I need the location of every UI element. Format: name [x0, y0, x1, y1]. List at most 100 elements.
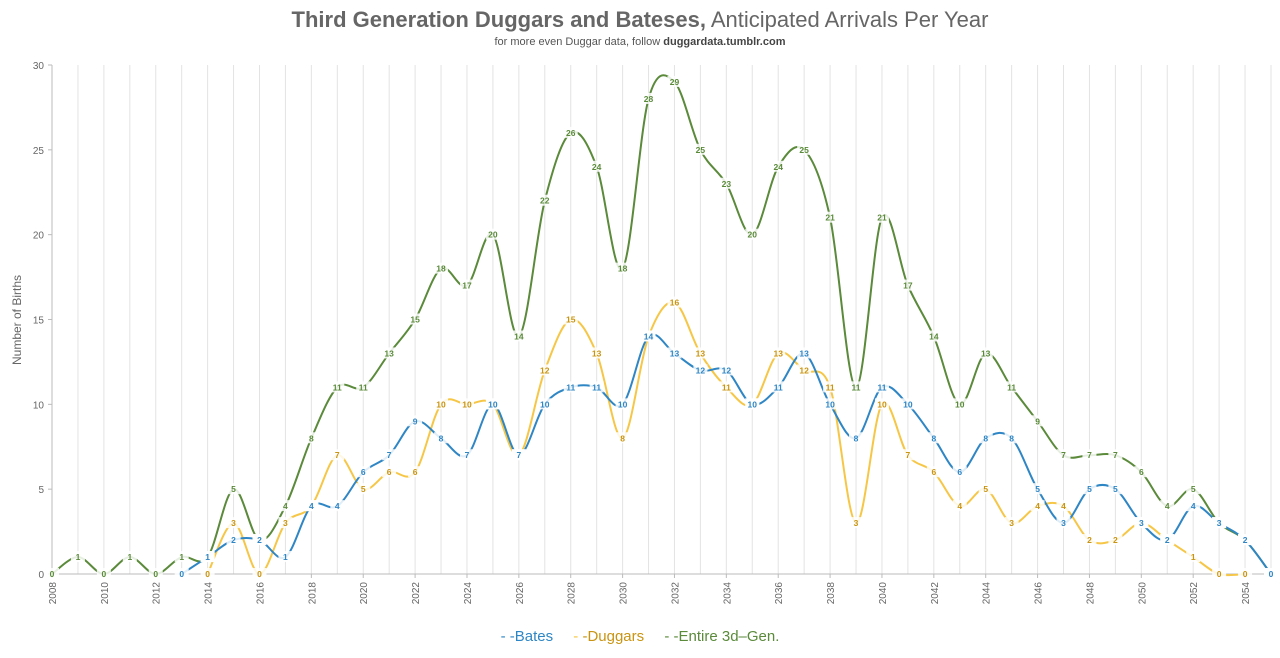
data-label-bg: [304, 500, 319, 512]
x-tick-label: 2042: [930, 582, 941, 605]
data-label-bates: 4: [1191, 501, 1196, 511]
data-label-bg: [485, 398, 500, 410]
legend-item-entire[interactable]: - -Entire 3d–Gen.: [664, 628, 779, 645]
data-label-bg: [641, 92, 656, 104]
data-label-entire: 11: [333, 382, 342, 392]
series-line-entire: [51, 74, 1272, 576]
data-label-bates: 2: [231, 535, 236, 545]
y-tick-label: 20: [33, 231, 45, 242]
data-label-bg: [1004, 432, 1019, 444]
data-label-entire: 5: [231, 484, 236, 494]
data-label-bg: [667, 347, 682, 359]
data-label-bg: [434, 398, 449, 410]
data-label-bates: 4: [335, 501, 340, 511]
data-label-bg: [434, 432, 449, 444]
data-label-duggars: 0: [1243, 569, 1248, 579]
data-label-bg: [797, 143, 812, 155]
data-label-entire: 18: [618, 264, 628, 274]
y-tick-label: 0: [38, 570, 44, 581]
data-label-duggars: 4: [1061, 501, 1066, 511]
series-lines: [51, 74, 1272, 577]
data-label-bg: [771, 381, 786, 393]
x-tick-label: 2022: [411, 582, 422, 605]
legend-item-bates[interactable]: - -Bates: [501, 628, 554, 645]
grid-lines: [51, 65, 1272, 574]
data-label-bates: 8: [439, 433, 444, 443]
data-label-bg: [356, 483, 371, 495]
data-label-bg: [823, 211, 838, 223]
data-label-duggars: 3: [1009, 518, 1014, 528]
data-label-entire: 21: [877, 213, 887, 223]
y-tick-label: 30: [33, 61, 45, 72]
data-label-duggars: 12: [799, 365, 809, 375]
data-label-duggars: 3: [854, 518, 859, 528]
data-label-bates: 13: [670, 348, 680, 358]
data-label-duggars: 2: [1087, 535, 1092, 545]
data-label-bg: [226, 517, 241, 529]
data-label-bates: 12: [722, 365, 732, 375]
x-tick-label: 2028: [567, 582, 578, 605]
x-tick-label: 2054: [1241, 582, 1252, 605]
data-label-bg: [174, 551, 189, 563]
data-label-bg: [978, 347, 993, 359]
data-label-bg: [874, 211, 889, 223]
chart-title-rest: Anticipated Arrivals Per Year: [705, 7, 989, 32]
data-label-bg: [434, 262, 449, 274]
x-tick-label: 2036: [774, 582, 785, 605]
data-label-bg: [1186, 551, 1201, 563]
data-label-entire: 6: [1139, 467, 1144, 477]
data-label-bg: [1186, 483, 1201, 495]
data-label-duggars: 0: [257, 569, 262, 579]
data-label-bg: [226, 534, 241, 546]
data-label-bg: [926, 466, 941, 478]
legend-item-duggars[interactable]: - -Duggars: [573, 628, 644, 645]
data-label-bg: [459, 279, 474, 291]
data-label-entire: 29: [670, 77, 680, 87]
data-label-duggars: 7: [335, 450, 340, 460]
data-label-bg: [719, 381, 734, 393]
data-label-bg: [797, 364, 812, 376]
data-label-bates: 3: [1061, 518, 1066, 528]
data-label-bates: 8: [983, 433, 988, 443]
data-label-bg: [200, 568, 215, 579]
data-label-entire: 18: [436, 264, 446, 274]
data-label-bates: 11: [592, 382, 601, 392]
legend: - -Bates - -Duggars - -Entire 3d–Gen.: [0, 628, 1280, 645]
data-label-bg: [1108, 449, 1123, 461]
y-tick-label: 10: [33, 400, 45, 411]
data-label-bg: [408, 466, 423, 478]
data-label-bg: [900, 449, 915, 461]
data-label-duggars: 3: [231, 518, 236, 528]
data-label-bg: [511, 330, 526, 342]
data-label-bg: [641, 330, 656, 342]
legend-swatch-bates: -: [500, 628, 510, 645]
data-label-bg: [719, 364, 734, 376]
data-label-entire: 28: [644, 94, 654, 104]
data-label-duggars: 11: [826, 382, 835, 392]
data-label-entire: 10: [955, 399, 965, 409]
data-label-entire: 13: [981, 348, 991, 358]
data-label-bg: [122, 551, 137, 563]
subtitle-link[interactable]: duggardata.tumblr.com: [663, 36, 786, 48]
data-label-entire: 9: [1035, 416, 1040, 426]
data-label-bg: [589, 160, 604, 172]
data-label-bg: [382, 347, 397, 359]
data-label-bates: 3: [1139, 518, 1144, 528]
data-label-bg: [1030, 483, 1045, 495]
data-label-entire: 20: [488, 230, 498, 240]
data-label-entire: 1: [127, 552, 132, 562]
data-label-bg: [1108, 534, 1123, 546]
data-label-bg: [356, 381, 371, 393]
data-label-bg: [1004, 517, 1019, 529]
data-label-bates: 5: [1087, 484, 1092, 494]
data-label-bg: [1134, 517, 1149, 529]
data-label-bg: [330, 449, 345, 461]
data-label-bg: [1082, 483, 1097, 495]
data-label-bg: [952, 466, 967, 478]
data-label-duggars: 10: [462, 399, 472, 409]
data-label-bg: [771, 160, 786, 172]
x-tick-label: 2008: [48, 582, 59, 605]
data-label-entire: 13: [384, 348, 394, 358]
x-tick-label: 2010: [100, 582, 111, 605]
data-label-entire: 0: [50, 569, 55, 579]
